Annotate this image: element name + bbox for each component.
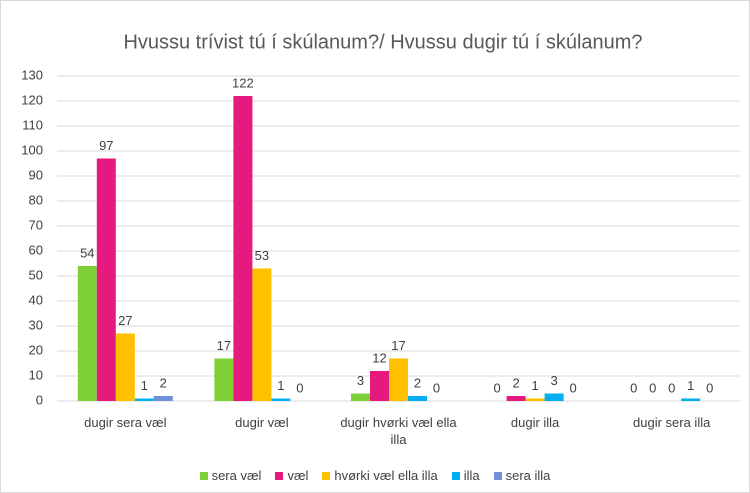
data-label: 0 (493, 380, 500, 395)
x-tick-label: dugir væl (235, 415, 289, 430)
bar (77, 266, 97, 401)
legend-swatch (322, 471, 331, 480)
x-tick-label: dugir illa (510, 415, 560, 430)
x-tick-label: dugir sera illa (633, 415, 711, 430)
data-label: 2 (414, 375, 421, 390)
bar (506, 396, 526, 401)
x-tick-label: dugir sera væl (84, 415, 167, 430)
data-label: 12 (372, 350, 386, 365)
legend-swatch (199, 471, 208, 480)
data-label: 0 (668, 380, 675, 395)
legend-item: hvørki væl ella illa (322, 468, 438, 483)
data-label: 1 (687, 378, 694, 393)
bar (408, 396, 427, 401)
legend-label: væl (287, 468, 309, 483)
data-label: 0 (649, 380, 656, 395)
data-label: 0 (630, 380, 637, 395)
bar (214, 358, 234, 401)
y-tick-label: 100 (21, 142, 43, 157)
legend: sera væl væl hvørki væl ella illa illa sera … (0, 468, 750, 483)
data-label: 54 (80, 245, 94, 260)
bar (271, 398, 291, 401)
data-label: 3 (357, 373, 364, 388)
y-tick-label: 30 (29, 317, 43, 332)
legend-item: væl (275, 468, 308, 483)
y-tick-label: 120 (21, 92, 43, 107)
y-tick-label: 0 (36, 392, 43, 407)
y-tick-label: 80 (29, 192, 43, 207)
legend-label: hvørki væl ella illa (334, 468, 438, 483)
data-label: 2 (512, 375, 519, 390)
bar (370, 371, 389, 401)
data-label: 2 (160, 375, 167, 390)
data-label: 17 (217, 338, 231, 353)
bar (544, 393, 564, 401)
data-label: 0 (569, 380, 576, 395)
data-label: 1 (141, 378, 148, 393)
chart-title: Hvussu trívist tú í skúlanum?/ Hvussu du… (123, 31, 642, 53)
data-label: 0 (433, 380, 440, 395)
y-tick-label: 90 (29, 167, 43, 182)
y-tick-label: 130 (21, 67, 43, 82)
y-tick-label: 110 (22, 117, 43, 132)
data-label: 1 (531, 378, 538, 393)
legend-item: illa (451, 468, 480, 483)
legend-swatch (451, 471, 460, 480)
bar (115, 333, 135, 401)
data-label: 27 (118, 313, 132, 328)
data-label: 0 (296, 380, 303, 395)
data-label: 17 (391, 338, 405, 353)
data-label: 3 (550, 373, 557, 388)
data-label: 0 (706, 380, 713, 395)
y-tick-label: 70 (29, 217, 43, 232)
legend-swatch (275, 471, 284, 480)
data-label: 53 (255, 248, 269, 263)
legend-label: sera væl (211, 468, 262, 483)
bar (681, 398, 701, 401)
y-tick-label: 50 (29, 267, 43, 282)
data-label: 122 (232, 75, 254, 90)
data-label: 1 (277, 378, 284, 393)
legend-item: sera væl (199, 468, 262, 483)
legend-label: illa (463, 468, 480, 483)
legend-item: sera illa (493, 468, 551, 483)
data-label: 97 (99, 138, 113, 153)
bar (153, 396, 173, 401)
bar (96, 158, 116, 401)
y-tick-label: 20 (29, 342, 43, 357)
legend-swatch (493, 471, 502, 480)
y-tick-label: 40 (29, 292, 43, 307)
bar (389, 358, 408, 401)
x-tick-label: dugir hvørki væl ella illa (340, 415, 457, 447)
bar (351, 393, 370, 401)
bar (525, 398, 545, 401)
y-tick-label: 10 (29, 367, 43, 382)
legend-label: sera illa (505, 468, 551, 483)
bar (233, 96, 253, 401)
bar (134, 398, 154, 401)
y-tick-label: 60 (29, 242, 43, 257)
bar (252, 268, 272, 401)
